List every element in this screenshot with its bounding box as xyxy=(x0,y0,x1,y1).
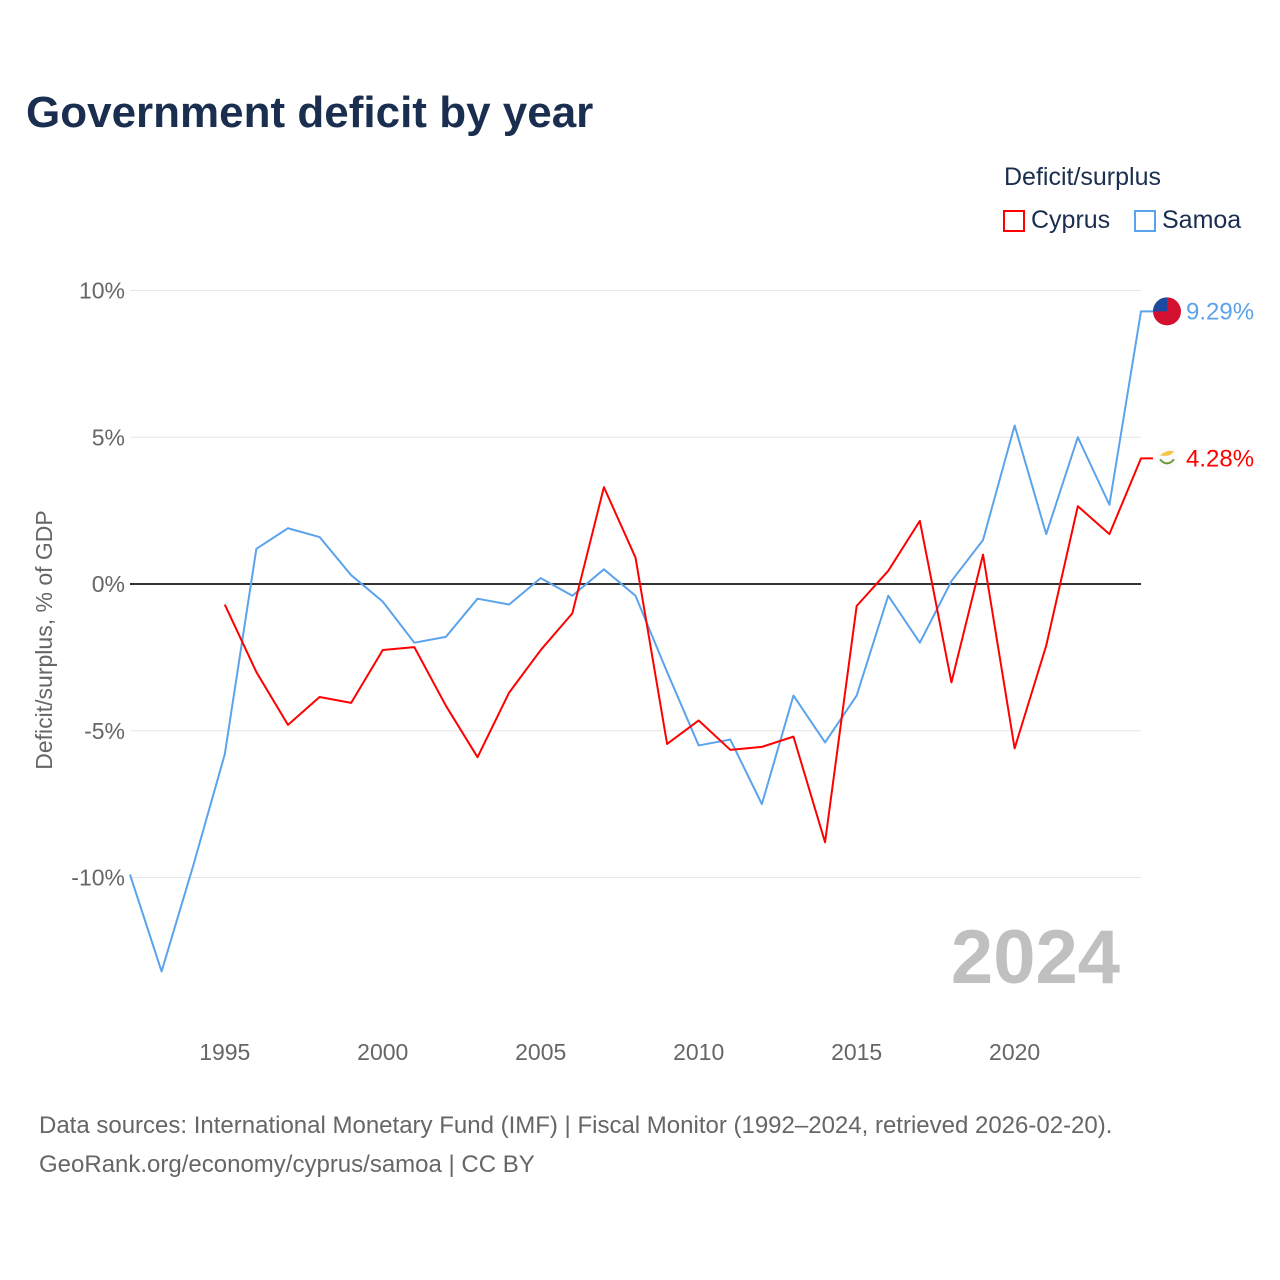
x-tick-label: 2020 xyxy=(989,1039,1040,1065)
source-line-2[interactable]: GeoRank.org/economy/cyprus/samoa | CC BY xyxy=(39,1151,535,1178)
legend-label: Cyprus xyxy=(1031,206,1111,234)
legend-item-cyprus[interactable]: Cyprus xyxy=(1003,206,1110,235)
y-tick-label: 5% xyxy=(92,424,125,450)
legend-swatch-samoa xyxy=(1134,209,1156,232)
source-line-1: Data sources: International Monetary Fun… xyxy=(39,1112,1113,1139)
samoa-flag-canton xyxy=(1153,297,1167,312)
legend-item-samoa[interactable]: Samoa xyxy=(1134,206,1241,235)
series-line-samoa xyxy=(129,310,1153,973)
source-note: Data sources: International Monetary Fun… xyxy=(39,1106,1112,1184)
y-tick-label: -10% xyxy=(71,865,125,891)
cyprus-flag-branches xyxy=(1159,458,1175,465)
legend-swatch-cyprus xyxy=(1003,209,1025,232)
x-tick-label: 2015 xyxy=(831,1039,882,1065)
cyprus-flag-island xyxy=(1160,450,1174,456)
legend-title: Deficit/surplus xyxy=(1004,163,1161,191)
x-tick-label: 1995 xyxy=(199,1039,250,1065)
series-line-cyprus xyxy=(223,457,1153,844)
y-tick-label: 0% xyxy=(92,571,125,597)
end-value-label-cyprus: 4.28% xyxy=(1186,445,1254,472)
chart-title: Government deficit by year xyxy=(26,88,594,137)
x-tick-label: 2010 xyxy=(673,1039,724,1065)
x-tick-label: 2000 xyxy=(357,1039,408,1065)
legend-label: Samoa xyxy=(1162,206,1242,234)
y-tick-label: -5% xyxy=(84,718,125,744)
y-axis-label: Deficit/surplus, % of GDP xyxy=(31,510,57,769)
year-watermark: 2024 xyxy=(951,915,1120,1000)
end-value-label-samoa: 9.29% xyxy=(1186,298,1254,325)
cyprus-flag-icon xyxy=(1156,447,1178,470)
y-tick-label: 10% xyxy=(79,278,125,304)
x-tick-label: 2005 xyxy=(515,1039,566,1065)
